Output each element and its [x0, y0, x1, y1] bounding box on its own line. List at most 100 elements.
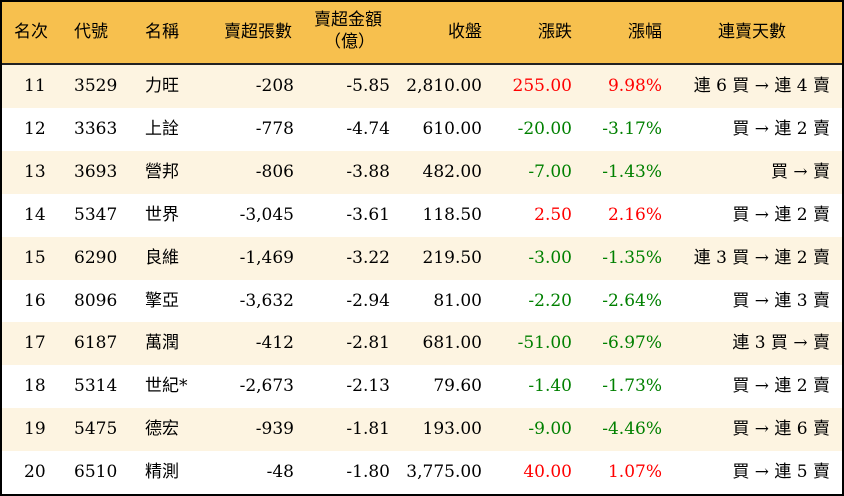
net-sell-lots-cell: -939 — [255, 419, 294, 440]
net-sell-amount-cell: -2.81 — [346, 333, 390, 354]
code-cell: 6510 — [74, 462, 118, 483]
streak-cell: 連 3 買 → 賣 — [732, 333, 830, 354]
change-pct-cell: -4.46% — [602, 419, 662, 440]
table-header: 名次 代號 名稱 賣超張數 賣超金額 （億） 收盤 漲跌 漲幅 連賣天數 — [2, 2, 842, 65]
net-sell-amount-cell: -5.85 — [346, 76, 390, 96]
change-pct-cell: -2.64% — [602, 290, 662, 311]
change-cell: 255.00 — [512, 76, 572, 96]
net-sell-amount-cell: -1.81 — [346, 419, 390, 440]
net-sell-amount-cell: -2.13 — [346, 376, 390, 397]
streak-cell: 買 → 賣 — [770, 161, 830, 182]
table-row: 19 5475 德宏 -939 -1.81 193.00 -9.00 -4.46% 買 → 連 … — [2, 408, 842, 452]
net-sell-lots-cell: -412 — [255, 333, 294, 354]
code-cell: 3363 — [74, 118, 118, 139]
name-cell: 擎亞 — [145, 290, 179, 311]
streak-cell: 買 → 連 2 賣 — [732, 118, 830, 139]
header-change: 漲跌 — [538, 22, 572, 42]
close-cell: 193.00 — [422, 419, 482, 440]
rank-cell: 18 — [24, 376, 46, 397]
rank-cell: 15 — [24, 247, 46, 268]
net-sell-amount-cell: -2.94 — [346, 290, 390, 311]
net-sell-lots-cell: -208 — [255, 76, 294, 96]
rank-cell: 19 — [24, 419, 46, 440]
rank-cell: 14 — [24, 204, 46, 225]
header-streak: 連賣天數 — [718, 22, 786, 42]
table-row: 16 8096 擎亞 -3,632 -2.94 81.00 -2.20 -2.64% 買 → 連… — [2, 280, 842, 323]
net-sell-amount-cell: -1.80 — [346, 462, 390, 483]
header-name: 名稱 — [145, 22, 179, 42]
change-cell: -2.20 — [528, 290, 572, 311]
net-sell-lots-cell: -3,045 — [239, 204, 294, 225]
table-row: 15 6290 良維 -1,469 -3.22 219.50 -3.00 -1.35% 連 3 … — [2, 236, 842, 280]
table-row: 18 5314 世紀* -2,673 -2.13 79.60 -1.40 -1.73% 買 → … — [2, 365, 842, 408]
code-cell: 8096 — [74, 290, 118, 311]
rank-cell: 13 — [24, 161, 46, 182]
rank-cell: 11 — [24, 76, 46, 96]
code-cell: 6187 — [74, 333, 118, 354]
net-sell-lots-cell: -2,673 — [239, 376, 294, 397]
code-cell: 6290 — [74, 247, 118, 268]
net-sell-lots-cell: -48 — [266, 462, 294, 483]
change-pct-cell: -1.73% — [602, 376, 662, 397]
streak-cell: 買 → 連 2 賣 — [732, 204, 830, 225]
change-cell: -7.00 — [528, 161, 572, 182]
name-cell: 德宏 — [145, 419, 179, 440]
net-sell-amount-cell: -4.74 — [346, 118, 390, 139]
net-sell-amount-cell: -3.22 — [346, 247, 390, 268]
table-row: 13 3693 營邦 -806 -3.88 482.00 -7.00 -1.43% 買 → 賣 — [2, 150, 842, 194]
name-cell: 良維 — [145, 247, 179, 268]
name-cell: 上詮 — [145, 118, 179, 139]
change-pct-cell: -1.35% — [602, 247, 662, 268]
net-sell-amount-cell: -3.88 — [346, 161, 390, 182]
header-code: 代號 — [74, 22, 108, 42]
name-cell: 世界 — [145, 204, 179, 225]
close-cell: 2,810.00 — [406, 76, 482, 96]
header-amount-unit: （億） — [324, 32, 375, 52]
close-cell: 681.00 — [422, 333, 482, 354]
code-cell: 5314 — [74, 376, 118, 397]
streak-cell: 買 → 連 3 賣 — [732, 290, 830, 311]
code-cell: 5475 — [74, 419, 118, 440]
change-cell: 40.00 — [523, 462, 572, 483]
close-cell: 3,775.00 — [406, 462, 482, 483]
close-cell: 610.00 — [422, 118, 482, 139]
name-cell: 精測 — [145, 462, 179, 483]
close-cell: 219.50 — [422, 247, 482, 268]
rank-cell: 16 — [24, 290, 46, 311]
change-cell: -9.00 — [528, 419, 572, 440]
header-net-sell-lots: 賣超張數 — [224, 22, 292, 42]
streak-cell: 連 6 買 → 連 4 賣 — [693, 76, 830, 96]
change-pct-cell: -6.97% — [602, 333, 662, 354]
header-change-pct: 漲幅 — [628, 22, 662, 42]
change-pct-cell: 1.07% — [607, 462, 662, 483]
table-row: 17 6187 萬潤 -412 -2.81 681.00 -51.00 -6.97% 連 3 買… — [2, 322, 842, 366]
net-sell-lots-cell: -778 — [255, 118, 294, 139]
table-row: 11 3529 力旺 -208 -5.85 2,810.00 255.00 9.98% 連 6 … — [2, 65, 842, 108]
table-row: 20 6510 精測 -48 -1.80 3,775.00 40.00 1.07% 買 → 連 … — [2, 451, 842, 494]
change-pct-cell: -3.17% — [602, 118, 662, 139]
rank-cell: 12 — [24, 118, 46, 139]
name-cell: 萬潤 — [145, 333, 179, 354]
streak-cell: 買 → 連 5 賣 — [732, 462, 830, 483]
code-cell: 5347 — [74, 204, 118, 225]
header-rank: 名次 — [14, 22, 48, 42]
close-cell: 482.00 — [422, 161, 482, 182]
name-cell: 世紀* — [145, 376, 188, 397]
net-sell-lots-cell: -3,632 — [239, 290, 294, 311]
net-sell-amount-cell: -3.61 — [346, 204, 390, 225]
code-cell: 3529 — [74, 76, 118, 96]
table-row: 14 5347 世界 -3,045 -3.61 118.50 2.50 2.16% 買 → 連 … — [2, 194, 842, 237]
header-net-sell-amount: 賣超金額 — [314, 10, 382, 30]
change-pct-cell: 9.98% — [607, 76, 662, 96]
change-pct-cell: 2.16% — [607, 204, 662, 225]
change-cell: -20.00 — [517, 118, 572, 139]
close-cell: 118.50 — [422, 204, 482, 225]
change-cell: -1.40 — [528, 376, 572, 397]
streak-cell: 買 → 連 2 賣 — [732, 376, 830, 397]
streak-cell: 買 → 連 6 賣 — [732, 419, 830, 440]
name-cell: 營邦 — [145, 161, 179, 182]
change-pct-cell: -1.43% — [602, 161, 662, 182]
change-cell: -51.00 — [517, 333, 572, 354]
change-cell: 2.50 — [534, 204, 572, 225]
